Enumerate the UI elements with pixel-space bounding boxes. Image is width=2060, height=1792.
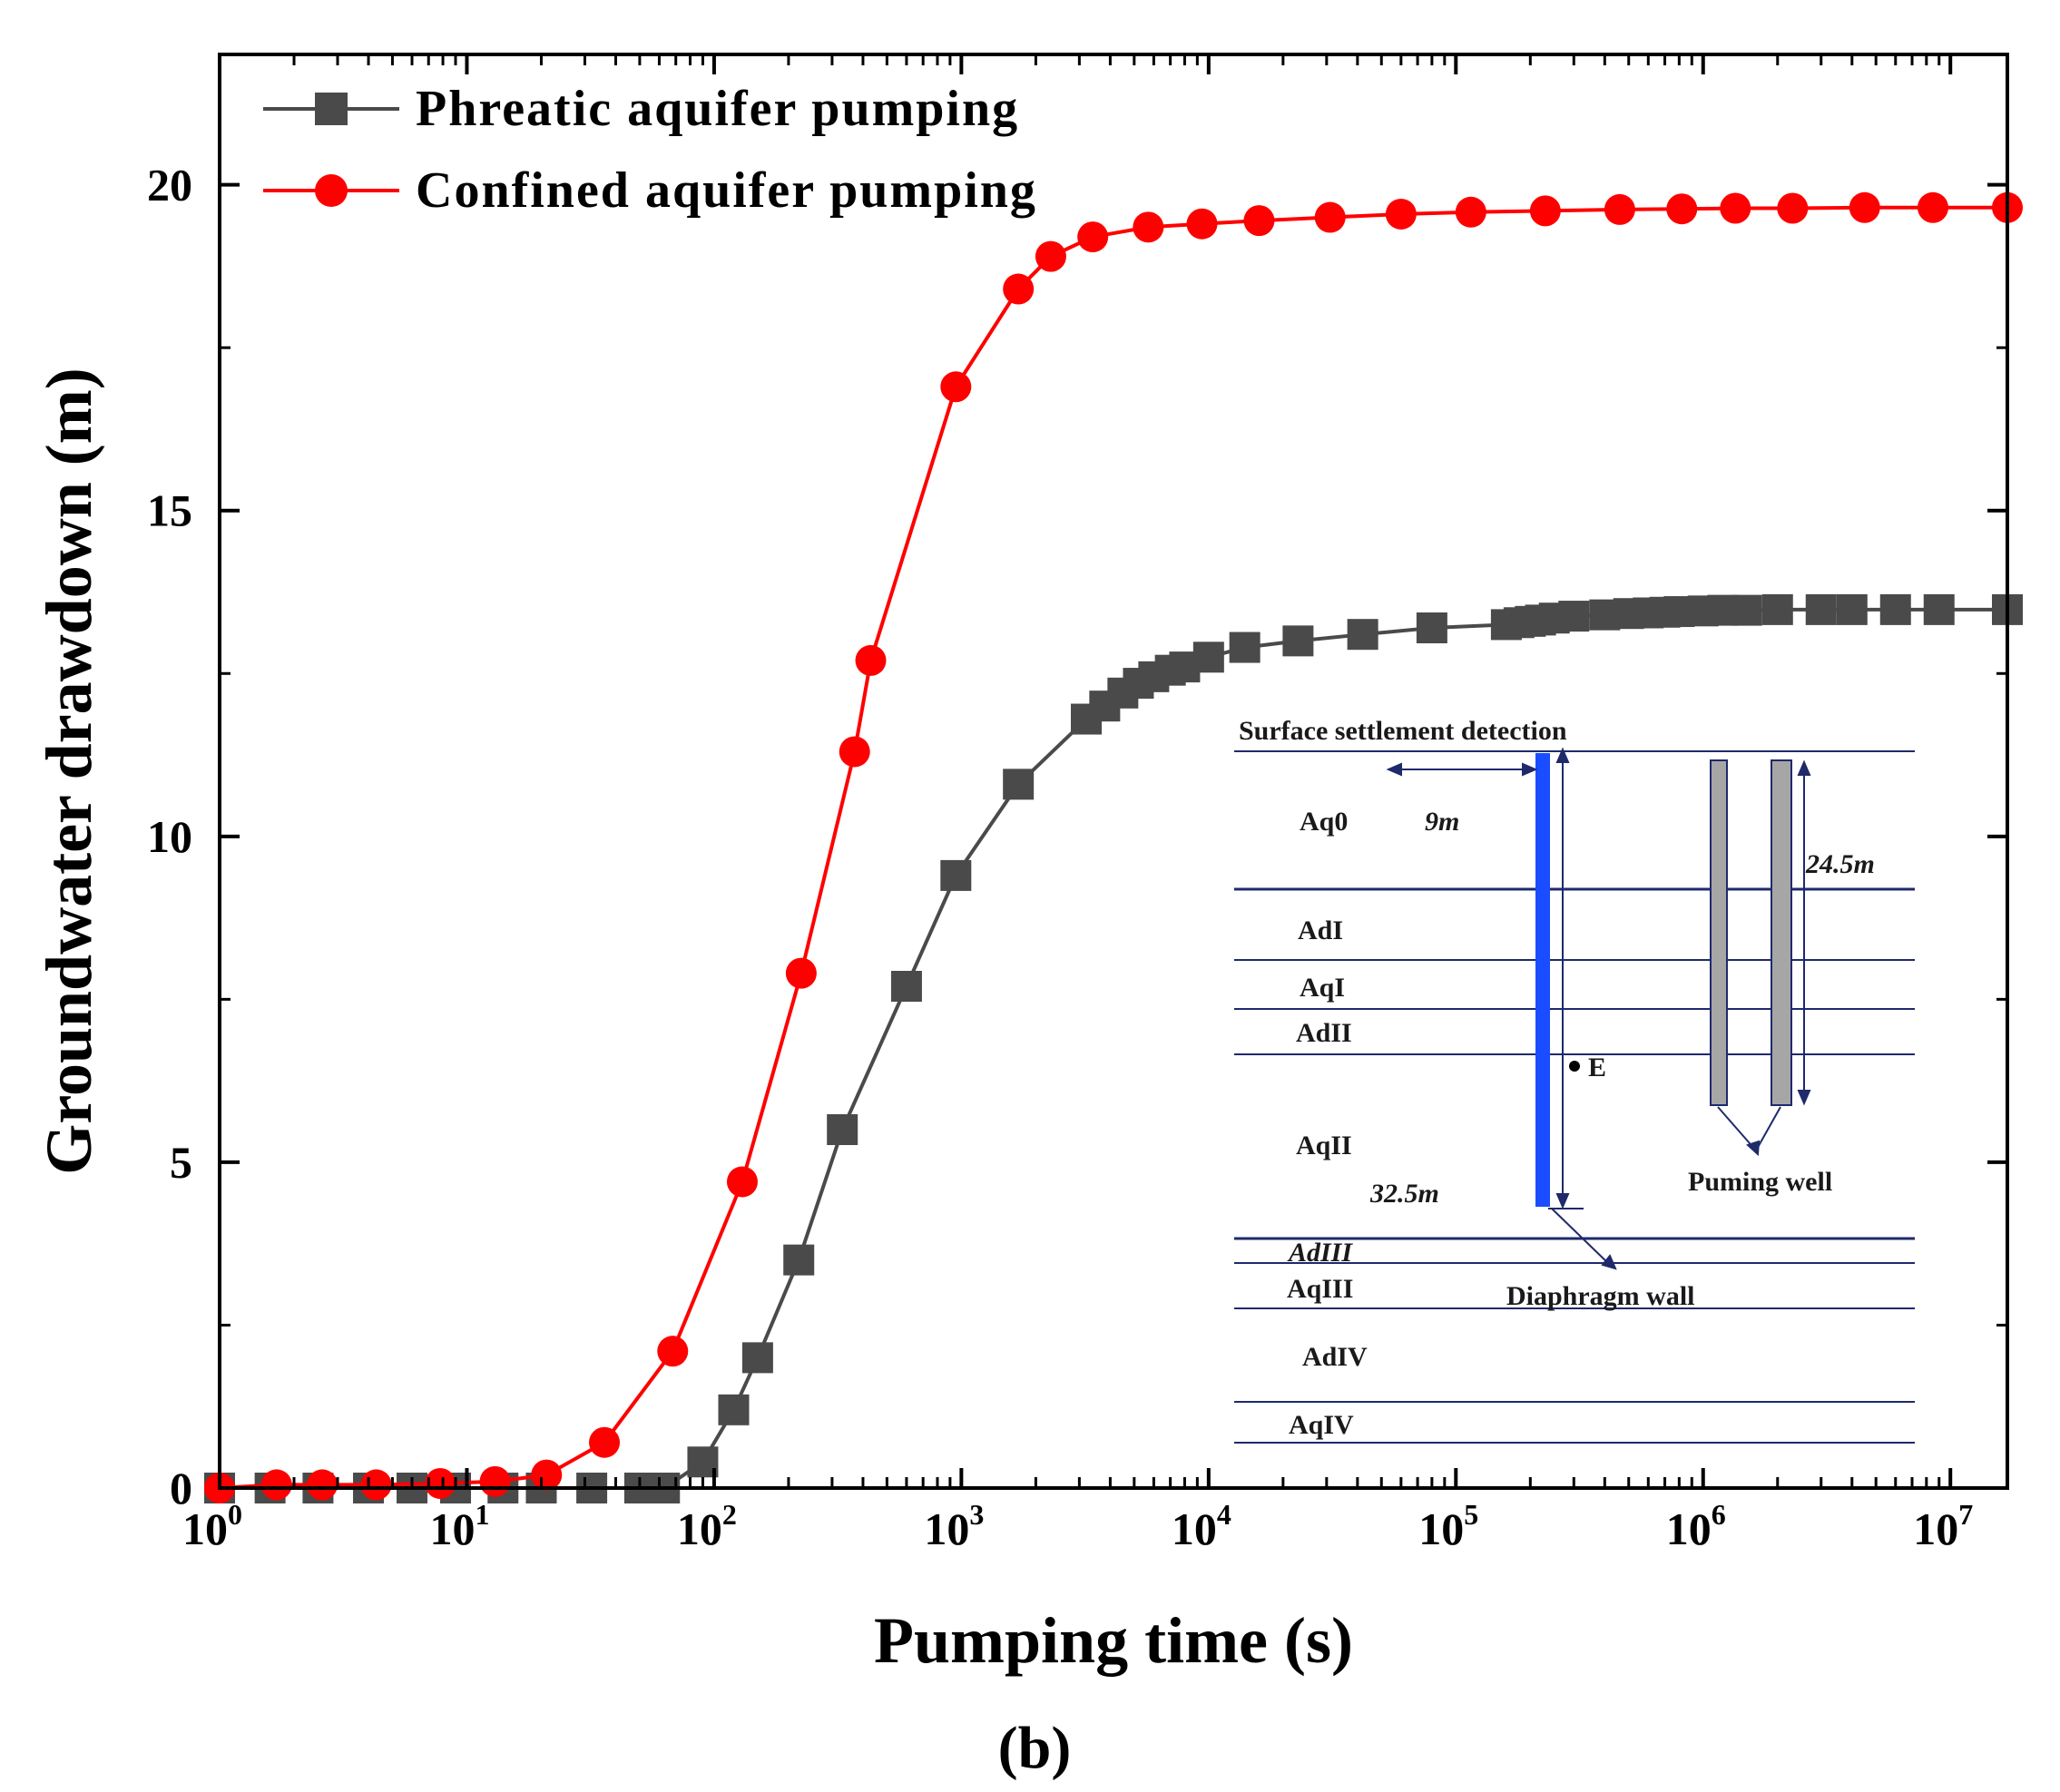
- stratum-lines: [1234, 750, 1915, 1444]
- x-tick-label: 107: [1913, 1498, 1973, 1554]
- y-axis-title: Groundwater drawdown (m): [33, 367, 105, 1174]
- layer-label-aqii: AqII: [1296, 1131, 1352, 1160]
- figure-caption: (b): [998, 1715, 1072, 1781]
- data-point: [360, 1469, 392, 1501]
- data-point: [1529, 195, 1561, 227]
- data-point: [1666, 193, 1698, 225]
- dimension-32-5m-arrow: [1548, 747, 1584, 1209]
- x-tick-label: 106: [1666, 1498, 1726, 1554]
- layer-label-adiii: AdIII: [1287, 1238, 1353, 1268]
- legend-marker-circle-icon: [315, 174, 348, 207]
- data-point: [1385, 198, 1417, 230]
- data-point: [726, 1166, 758, 1198]
- data-point: [1917, 191, 1948, 223]
- data-point: [1416, 612, 1447, 643]
- data-point: [783, 1244, 815, 1276]
- data-point: [827, 1114, 858, 1145]
- legend-label-phreatic: Phreatic aquifer pumping: [416, 81, 1019, 137]
- data-point: [1455, 196, 1486, 228]
- data-point: [531, 1459, 563, 1491]
- data-point: [1805, 593, 1837, 625]
- data-point: [718, 1394, 750, 1425]
- data-point: [1003, 273, 1035, 305]
- series-confined: [204, 191, 2023, 1503]
- layer-label-aqiv: AqIV: [1289, 1410, 1354, 1440]
- layer-label-adiv: AdIV: [1302, 1342, 1368, 1372]
- data-point: [1604, 193, 1635, 225]
- pumping-well-label: Puming well: [1688, 1167, 1832, 1197]
- data-point: [1347, 619, 1378, 651]
- label-pointers: [1551, 1106, 1781, 1270]
- y-tick-label: 5: [170, 1137, 192, 1188]
- data-point: [1849, 191, 1880, 223]
- layer-label-adii: AdII: [1296, 1018, 1352, 1048]
- data-point: [479, 1465, 511, 1497]
- data-point: [1186, 208, 1218, 240]
- dimension-9m-label: 9m: [1425, 807, 1459, 837]
- data-point: [785, 957, 817, 989]
- data-point: [1133, 211, 1164, 243]
- data-point: [425, 1467, 456, 1499]
- data-point: [1836, 593, 1868, 625]
- y-tick-label: 20: [147, 160, 192, 211]
- monitoring-point-e: [1569, 1061, 1580, 1072]
- layer-label-aqi: AqI: [1300, 973, 1345, 1003]
- dimension-32-5m-label: 32.5m: [1369, 1179, 1439, 1209]
- data-point: [1282, 625, 1314, 657]
- data-point: [260, 1469, 292, 1501]
- data-point: [307, 1469, 338, 1501]
- data-point: [1229, 632, 1261, 663]
- data-point: [1243, 205, 1275, 237]
- data-point: [940, 371, 972, 403]
- inset-diagram: Surface settlement detection Aq0 AdI AqI…: [1225, 708, 1915, 1452]
- data-point: [890, 971, 922, 1002]
- pumping-well-1: [1710, 759, 1728, 1106]
- data-point: [1192, 641, 1224, 673]
- legend: Phreatic aquifer pumping Confined aquife…: [263, 81, 1037, 219]
- dimension-24-5m-label: 24.5m: [1805, 849, 1875, 879]
- x-axis-title: Pumping time (s): [874, 1604, 1353, 1677]
- data-point: [1879, 593, 1911, 625]
- layer-label-aqiii: AqIII: [1287, 1274, 1353, 1304]
- data-point: [940, 859, 972, 891]
- layer-label-adi: AdI: [1298, 916, 1343, 945]
- y-tick-label: 15: [147, 485, 192, 536]
- monitoring-point-e-label: E: [1588, 1053, 1606, 1082]
- inset-background: [1225, 708, 1915, 1452]
- y-tick-label: 0: [170, 1463, 192, 1513]
- data-point: [1731, 594, 1762, 626]
- data-point: [741, 1342, 773, 1374]
- x-tick-label: 105: [1418, 1498, 1478, 1554]
- data-point: [1035, 240, 1066, 272]
- x-tick-label: 102: [677, 1498, 737, 1554]
- legend-marker-square-icon: [315, 93, 348, 125]
- diaphragm-wall: [1535, 753, 1550, 1207]
- x-tick-label: 103: [924, 1498, 984, 1554]
- inset-title: Surface settlement detection: [1239, 716, 1567, 746]
- y-tick-label: 10: [147, 811, 192, 862]
- pumping-well-2: [1771, 759, 1792, 1106]
- data-point: [589, 1426, 621, 1458]
- plot-frame: [218, 53, 2009, 1490]
- data-point: [855, 644, 887, 676]
- data-point: [1923, 593, 1955, 625]
- data-point: [657, 1336, 689, 1367]
- data-point: [1558, 601, 1590, 632]
- data-point: [1077, 221, 1109, 253]
- data-point: [1720, 192, 1751, 224]
- data-point: [1777, 192, 1809, 224]
- data-point: [1761, 593, 1793, 625]
- data-point: [1003, 769, 1035, 800]
- data-point: [839, 736, 870, 768]
- data-point: [1314, 201, 1346, 233]
- dimension-24-5m-arrow: [1797, 759, 1811, 1106]
- x-tick-label: 101: [429, 1498, 489, 1554]
- layer-label-aq0: Aq0: [1300, 807, 1348, 837]
- legend-label-confined: Confined aquifer pumping: [416, 162, 1037, 219]
- x-tick-label: 104: [1172, 1498, 1231, 1554]
- diaphragm-wall-label: Diaphragm wall: [1506, 1281, 1695, 1311]
- dimension-9m-arrow: [1386, 762, 1538, 777]
